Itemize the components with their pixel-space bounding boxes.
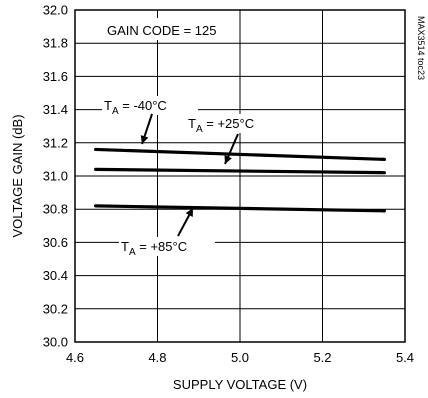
series-label-bg — [102, 96, 198, 115]
x-tick-label: 4.8 — [148, 350, 166, 365]
arrow-head — [140, 135, 149, 144]
y-tick-label: 30.4 — [43, 268, 68, 283]
x-tick-label: 5.4 — [396, 350, 414, 365]
x-tick-label: 4.6 — [66, 350, 84, 365]
series-lines — [94, 147, 386, 213]
x-axis-title: SUPPLY VOLTAGE (V) — [173, 377, 307, 392]
x-tick-labels: 4.6 4.8 5.0 5.2 5.4 — [66, 350, 414, 365]
arrow-head — [185, 208, 193, 217]
y-tick-label: 30.2 — [43, 301, 68, 316]
arrow-head — [224, 155, 232, 164]
series-label-bg — [186, 114, 280, 133]
series-label-sub: A — [196, 124, 203, 135]
series-label-prefix: T — [188, 116, 196, 131]
plot-frame — [74, 9, 406, 343]
series-label: TA = -40°C — [104, 98, 167, 117]
series-line — [94, 204, 386, 213]
y-tick-label: 31.6 — [43, 69, 68, 84]
y-tick-labels: 30.0 30.2 30.4 30.6 30.8 31.0 31.2 31.4 31.6 31.8… — [43, 3, 68, 350]
series-label-prefix: T — [104, 98, 112, 113]
x-tick-label: 5.2 — [313, 350, 331, 365]
series-label-sub: A — [112, 106, 119, 117]
series-line — [94, 147, 386, 161]
figure-id: MAX3514 toc23 — [416, 16, 426, 80]
gain-code-box — [95, 18, 235, 40]
series-label-suffix: = -40°C — [119, 98, 167, 113]
gain-code-label: GAIN CODE = 125 — [107, 23, 216, 38]
y-axis-title: VOLTAGE GAIN (dB) — [10, 114, 25, 237]
y-tick-label: 30.8 — [43, 202, 68, 217]
series-label-bg — [119, 237, 215, 256]
grid-lines — [74, 9, 406, 343]
y-tick-label: 30.0 — [43, 335, 68, 350]
series-line — [94, 167, 386, 175]
x-tick-label: 5.0 — [231, 350, 249, 365]
series-labels: TA = -40°CTA = +25°CTA = +85°C — [102, 96, 280, 258]
series-label-sub: A — [129, 247, 136, 258]
series-label-prefix: T — [121, 239, 129, 254]
y-tick-label: 31.4 — [43, 102, 68, 117]
y-tick-label: 31.2 — [43, 135, 68, 150]
y-tick-label: 30.6 — [43, 235, 68, 250]
series-label: TA = +85°C — [121, 239, 187, 258]
series-label: TA = +25°C — [188, 116, 254, 135]
series-label-suffix: = +25°C — [203, 116, 254, 131]
y-tick-label: 32.0 — [43, 3, 68, 18]
series-label-suffix: = +85°C — [136, 239, 187, 254]
y-tick-label: 31.0 — [43, 169, 68, 184]
y-tick-label: 31.8 — [43, 36, 68, 51]
